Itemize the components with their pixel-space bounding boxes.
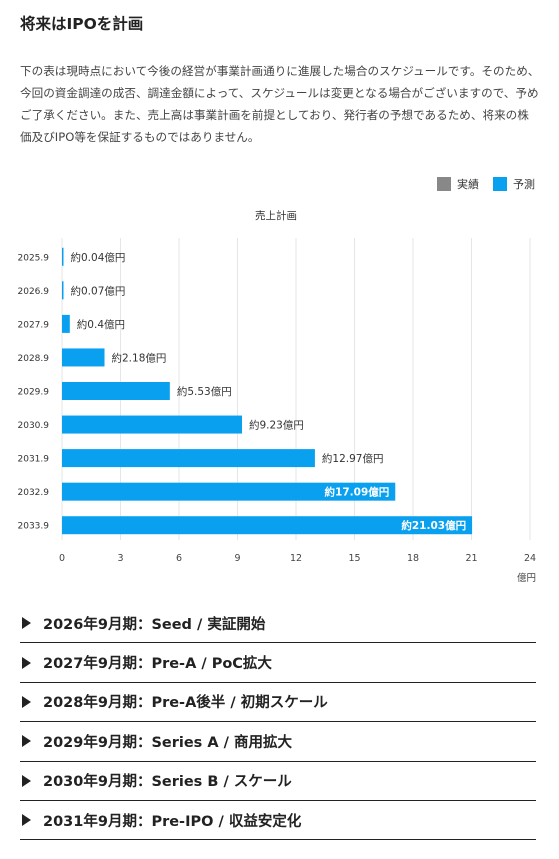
y-tick-label: 2032.9 xyxy=(18,488,50,498)
triangle-right-icon xyxy=(22,814,31,827)
x-tick-label: 3 xyxy=(117,553,123,564)
x-tick-label: 21 xyxy=(465,553,477,564)
chart-title: 売上計画 xyxy=(255,209,297,222)
milestone-label: 2026年9月期：Seed / 実証開始 xyxy=(43,616,266,633)
y-tick-label: 2026.9 xyxy=(18,287,50,297)
legend-label-actual: 実績 xyxy=(457,178,479,191)
bar xyxy=(62,247,64,266)
triangle-right-icon xyxy=(22,695,31,708)
milestone-item[interactable]: 2028年9月期：Pre-A後半 / 初期スケール xyxy=(20,683,536,723)
bar xyxy=(62,314,70,333)
y-tick-label: 2028.9 xyxy=(18,354,50,364)
legend-item-forecast[interactable]: 予測 xyxy=(493,176,535,192)
y-tick-label: 2030.9 xyxy=(18,421,50,431)
data-label: 約9.23億円 xyxy=(249,419,304,432)
y-tick-label: 2031.9 xyxy=(18,455,50,465)
x-tick-label: 0 xyxy=(59,553,65,564)
triangle-right-icon xyxy=(22,656,31,669)
data-label: 約0.04億円 xyxy=(71,251,126,264)
disclaimer-text: 下の表は現時点において今後の経営が事業計画通りに進展した場合のスケジュールです。… xyxy=(20,64,540,144)
triangle-right-icon xyxy=(22,617,31,630)
y-tick-label: 2033.9 xyxy=(18,522,50,532)
legend-swatch-actual xyxy=(437,177,451,191)
y-tick-label: 2029.9 xyxy=(18,388,50,398)
data-label: 約2.18億円 xyxy=(112,351,167,364)
legend-label-forecast: 予測 xyxy=(513,178,535,191)
y-tick-label: 2027.9 xyxy=(18,320,50,330)
milestone-item[interactable]: 2026年9月期：Seed / 実証開始 xyxy=(20,604,536,644)
bar xyxy=(62,281,64,300)
bar xyxy=(62,482,396,501)
legend-item-actual[interactable]: 実績 xyxy=(437,176,479,192)
x-tick-label: 6 xyxy=(176,553,182,564)
milestone-item[interactable]: 2029年9月期：Series A / 商用拡大 xyxy=(20,722,536,762)
chart-legend: 実績 予測 xyxy=(437,176,535,192)
bar xyxy=(62,348,105,367)
x-tick-label: 12 xyxy=(290,553,302,564)
page-title: 将来はIPOを計画 xyxy=(20,15,144,33)
milestone-item[interactable]: 2031年9月期：Pre-IPO / 収益安定化 xyxy=(20,801,536,841)
milestone-label: 2027年9月期：Pre-A / PoC拡大 xyxy=(43,656,272,673)
x-axis-unit: 億円 xyxy=(517,572,536,584)
milestone-list: 2026年9月期：Seed / 実証開始 2027年9月期：Pre-A / PoC… xyxy=(20,604,536,841)
triangle-right-icon xyxy=(22,774,31,787)
bar xyxy=(62,415,242,434)
milestone-label: 2028年9月期：Pre-A後半 / 初期スケール xyxy=(43,695,328,712)
data-label: 約0.07億円 xyxy=(71,284,126,297)
milestone-item[interactable]: 2030年9月期：Series B / スケール xyxy=(20,762,536,801)
x-tick-label: 15 xyxy=(348,553,360,564)
bar xyxy=(62,516,473,535)
data-label: 約12.97億円 xyxy=(322,452,384,465)
milestone-item[interactable]: 2027年9月期：Pre-A / PoC拡大 xyxy=(20,643,536,683)
bar xyxy=(62,382,170,400)
sales-plan-chart: 売上計画 0 3 6 9 12 15 18 21 24 億円 2025.9 約0.04億円 2026.9 約… xyxy=(18,209,537,584)
x-tick-label: 24 xyxy=(524,553,536,564)
data-label: 約0.4億円 xyxy=(77,318,125,331)
x-tick-label: 9 xyxy=(234,553,240,564)
milestone-label: 2031年9月期：Pre-IPO / 収益安定化 xyxy=(43,813,302,830)
data-label: 約5.53億円 xyxy=(177,385,232,398)
triangle-right-icon xyxy=(22,735,31,748)
x-tick-label: 18 xyxy=(407,553,419,564)
bar xyxy=(62,449,315,468)
data-label: 約21.03億円 xyxy=(401,519,466,532)
milestone-label: 2030年9月期：Series B / スケール xyxy=(43,774,292,791)
legend-swatch-forecast xyxy=(493,177,507,191)
data-label: 約17.09億円 xyxy=(325,486,390,499)
y-tick-label: 2025.9 xyxy=(18,253,50,263)
milestone-label: 2029年9月期：Series A / 商用拡大 xyxy=(43,734,292,751)
